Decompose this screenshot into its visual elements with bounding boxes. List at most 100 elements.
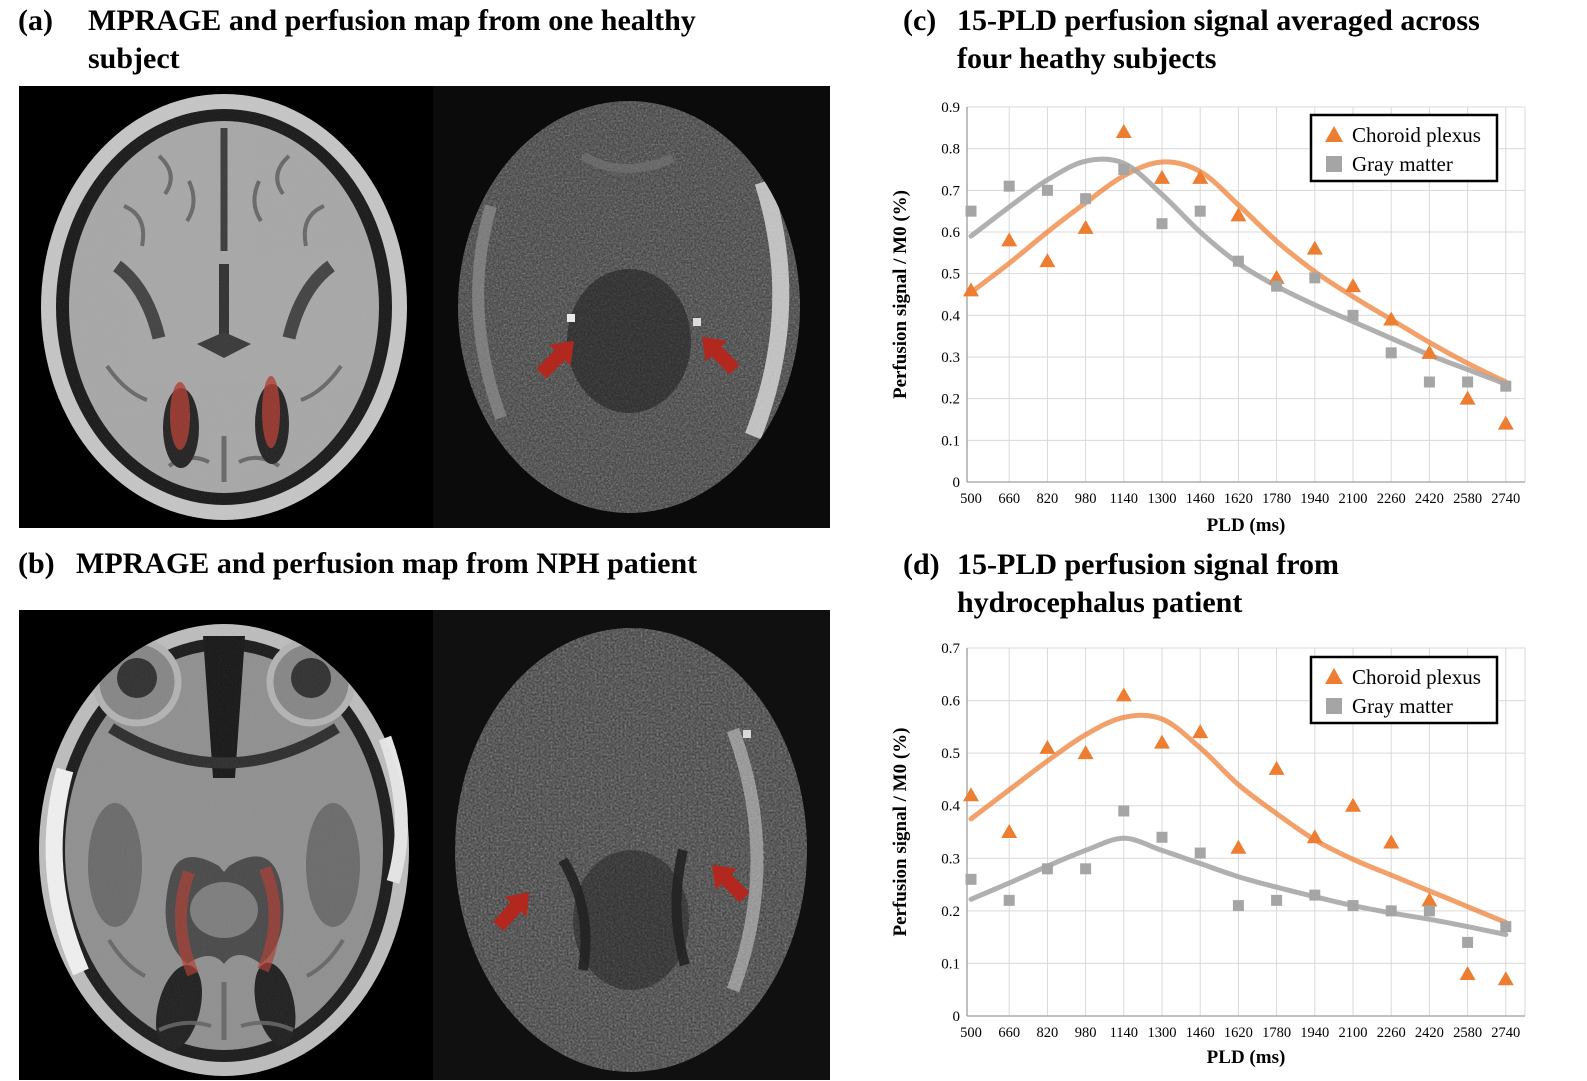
y-tick-label: 0 (953, 1009, 961, 1025)
x-tick-label: 820 (1037, 491, 1059, 507)
data-point-gray-matter (1309, 272, 1321, 284)
legend-label: Gray matter (1352, 694, 1453, 718)
data-point-choroid-plexus (1268, 760, 1285, 775)
data-point-gray-matter (1118, 164, 1130, 175)
chart-c: 0 0.1 0.2 0.3 0.4 0.5 0.6 0.7 0.8 0.9 500 660 820 980… (890, 88, 1587, 540)
data-point-choroid-plexus (1192, 169, 1209, 184)
data-point-gray-matter (1118, 805, 1130, 817)
y-tick-label: 0.6 (941, 694, 960, 710)
data-point-gray-matter (1232, 900, 1244, 912)
x-tick-label: 2100 (1339, 1025, 1368, 1041)
data-point-choroid-plexus (1383, 834, 1400, 849)
x-tick-label: 2740 (1491, 1025, 1520, 1041)
legend-label: Choroid plexus (1352, 665, 1481, 689)
legend-marker-square-icon (1326, 698, 1342, 714)
y-tick-label: 0.4 (941, 799, 960, 815)
x-tick-label: 1300 (1148, 1025, 1177, 1041)
y-tick-label: 0.9 (941, 100, 960, 116)
x-tick-label: 1940 (1300, 1025, 1329, 1041)
y-tick-label: 0.2 (941, 904, 960, 920)
y-tick-label: 0.3 (941, 350, 960, 366)
data-point-choroid-plexus (963, 787, 979, 802)
data-point-gray-matter (1003, 180, 1015, 192)
trend-line-choroid-plexus (968, 712, 1509, 925)
data-point-choroid-plexus (1192, 724, 1209, 739)
data-point-gray-matter (1347, 309, 1359, 321)
panel-b-images (19, 610, 830, 1080)
panel-b-title-text: MPRAGE and perfusion map from NPH patien… (76, 547, 698, 580)
data-point-choroid-plexus (1383, 311, 1400, 326)
choroid-arrow-left-icon (493, 892, 530, 932)
x-tick-label: 2580 (1453, 1025, 1482, 1041)
x-axis-title: PLD (ms) (1207, 515, 1286, 536)
x-tick-label: 500 (960, 491, 982, 507)
panel-d-tag: (d) (903, 548, 940, 581)
panel-b-tag: (b) (18, 547, 55, 580)
legend-marker-triangle-icon (1325, 126, 1343, 142)
y-axis-title: Perfusion signal / M0 (%) (890, 190, 911, 399)
y-tick-label: 0.3 (941, 851, 960, 867)
x-tick-label: 2100 (1339, 491, 1368, 507)
x-axis-title: PLD (ms) (1207, 1047, 1286, 1068)
data-point-choroid-plexus (1459, 390, 1476, 405)
legend-marker-triangle-icon (1325, 668, 1343, 684)
x-tick-label: 2580 (1453, 491, 1482, 507)
data-point-choroid-plexus (1039, 739, 1056, 754)
choroid-arrow-right-icon (702, 337, 740, 375)
data-point-gray-matter (965, 205, 977, 217)
panel-d-title-text: 15-PLD perfusion signal from hydrocephal… (957, 548, 1339, 619)
panel-a-title-text: MPRAGE and perfusion map from one health… (88, 4, 696, 75)
data-point-gray-matter (1347, 900, 1359, 912)
data-point-choroid-plexus (1001, 232, 1018, 247)
data-point-gray-matter (1500, 921, 1512, 933)
trend-line-choroid-plexus (968, 159, 1509, 385)
mprage-nph-image (19, 610, 433, 1080)
x-tick-label: 660 (998, 491, 1020, 507)
data-point-choroid-plexus (1497, 415, 1514, 430)
data-point-gray-matter (1271, 894, 1283, 906)
y-tick-label: 0.1 (941, 956, 960, 972)
y-axis-title: Perfusion signal / M0 (%) (890, 728, 911, 937)
data-point-gray-matter (1385, 905, 1397, 917)
x-tick-label: 2420 (1415, 1025, 1444, 1041)
x-tick-label: 500 (960, 1025, 982, 1041)
y-tick-label: 0.7 (941, 183, 960, 199)
x-tick-label: 980 (1075, 491, 1097, 507)
perfusion-healthy-image (433, 86, 830, 528)
y-tick-label: 0.6 (941, 225, 960, 241)
data-point-choroid-plexus (1459, 965, 1476, 980)
x-tick-label: 2420 (1415, 491, 1444, 507)
choroid-bright-spot-right (693, 318, 701, 326)
x-tick-label: 1460 (1186, 1025, 1215, 1041)
data-point-gray-matter (1194, 205, 1206, 217)
panel-c-title: (c) 15-PLD perfusion signal averaged acr… (903, 2, 1587, 78)
data-point-choroid-plexus (1268, 269, 1285, 284)
data-point-gray-matter (1423, 905, 1435, 917)
data-point-gray-matter (1041, 184, 1053, 196)
bright-cortical-rim (745, 179, 790, 440)
data-point-gray-matter (1156, 831, 1168, 843)
data-point-choroid-plexus (1345, 797, 1361, 812)
x-tick-label: 2260 (1377, 1025, 1406, 1041)
data-point-gray-matter (1462, 376, 1474, 388)
data-point-choroid-plexus (1421, 344, 1438, 359)
choroid-arrow-right-icon (712, 865, 750, 903)
data-point-choroid-plexus (1154, 734, 1170, 749)
data-point-gray-matter (1041, 863, 1053, 875)
x-tick-label: 1780 (1262, 1025, 1291, 1041)
chart-d: 0 0.1 0.2 0.3 0.4 0.5 0.6 0.7 500 660 820 980 1140 13… (890, 630, 1587, 1081)
data-point-gray-matter (1156, 218, 1168, 230)
panel-d-title: (d) 15-PLD perfusion signal from hydroce… (903, 546, 1587, 622)
data-point-choroid-plexus (1001, 824, 1018, 838)
data-point-gray-matter (1462, 936, 1474, 948)
x-tick-label: 2260 (1377, 491, 1406, 507)
x-tick-label: 980 (1075, 1025, 1097, 1041)
bright-cortical-rim (726, 727, 764, 993)
data-point-choroid-plexus (963, 282, 979, 297)
data-point-choroid-plexus (1306, 240, 1323, 255)
x-tick-label: 1300 (1148, 491, 1177, 507)
x-tick-label: 1940 (1300, 491, 1329, 507)
data-point-choroid-plexus (1497, 971, 1514, 986)
x-tick-label: 2740 (1491, 491, 1520, 507)
